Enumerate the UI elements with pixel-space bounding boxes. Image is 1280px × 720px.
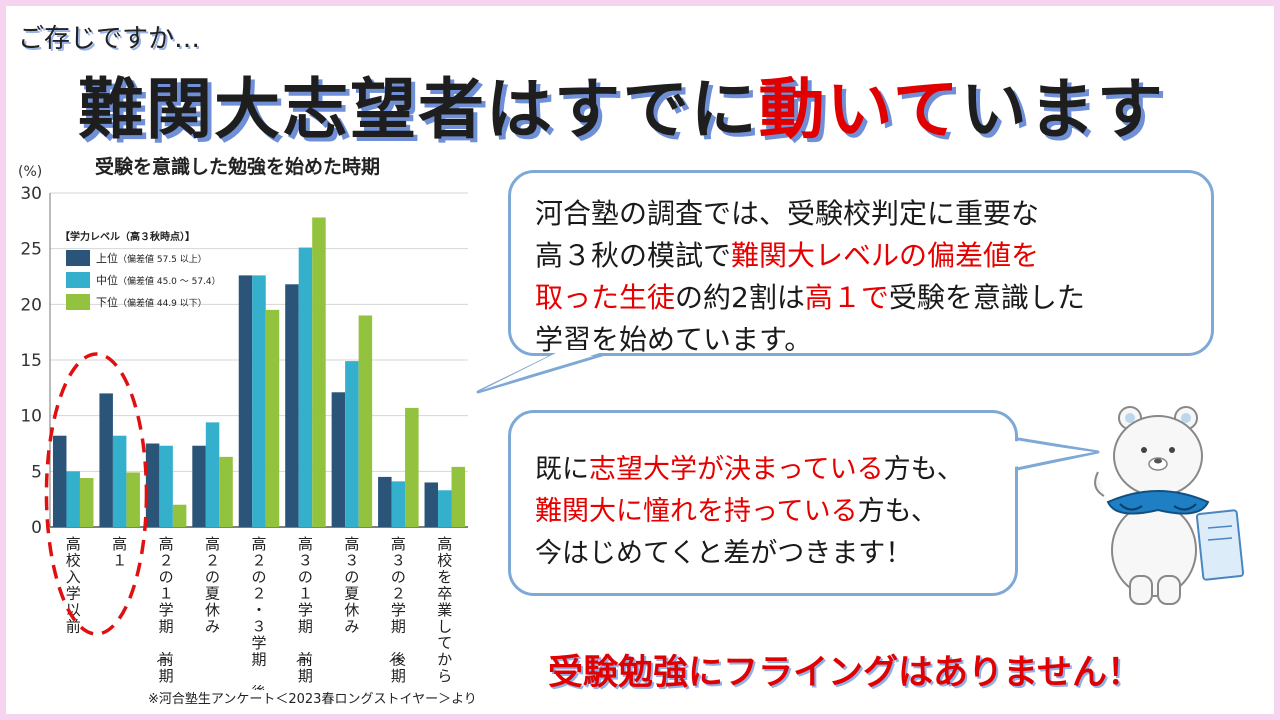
bar-中位-1 bbox=[112, 435, 127, 527]
highlight-ellipse bbox=[44, 352, 149, 636]
bubble-line: 難関大に憧れを持っている方も、 bbox=[535, 491, 991, 533]
highlight-text: 難関大レベルの偏差値を bbox=[731, 239, 1040, 272]
headline-part-3: います bbox=[960, 71, 1165, 148]
bar-中位-0 bbox=[66, 471, 80, 527]
legend-swatch-下位 bbox=[66, 294, 90, 310]
bear-mascot-illustration bbox=[1094, 406, 1245, 605]
bar-下位-5 bbox=[312, 217, 326, 527]
highlight-text: 高１で bbox=[804, 281, 889, 314]
survey-text: 河合塾の調査では、受験校判定に重要な 高３秋の模試で難関大レベルの偏差値を 取った生… bbox=[535, 193, 1187, 361]
legend-swatch-上位 bbox=[66, 250, 90, 266]
category-label: 高２の１学期（前期） bbox=[155, 535, 174, 690]
y-tick-label: 15 bbox=[20, 351, 42, 371]
bar-chart: 0 5 10 15 20 25 30 (%) 高校入学以前 高１ 高２の１学期（前期） 高２の夏休み 高… bbox=[18, 164, 468, 690]
slogan: 受験勉強にフライングはありません！ bbox=[548, 653, 1142, 693]
body-text: 今はじめてくと差がつきます！ bbox=[535, 538, 913, 569]
bar-下位-2 bbox=[172, 504, 187, 527]
body-text: 既に bbox=[535, 454, 589, 485]
bar-下位-4 bbox=[265, 309, 280, 527]
legend-swatch-中位 bbox=[66, 272, 90, 288]
bar-下位-7 bbox=[405, 407, 419, 527]
bar-中位-7 bbox=[391, 481, 406, 527]
bar-下位-1 bbox=[126, 472, 140, 527]
category-label: 高１ bbox=[112, 535, 127, 570]
bubble-line: 今はじめてくと差がつきます！ bbox=[535, 533, 991, 575]
y-tick-label: 20 bbox=[20, 295, 42, 315]
bubble-line: 取った生徒の約2割は高１で受験を意識した bbox=[535, 277, 1187, 319]
y-tick-label: 0 bbox=[31, 518, 42, 538]
bar-中位-2 bbox=[159, 445, 173, 527]
bubble-line: 既に志望大学が決まっている方も、 bbox=[535, 449, 991, 491]
bar-上位-5 bbox=[285, 284, 299, 527]
category-label: 高３の１学期（前期） bbox=[294, 535, 313, 690]
bar-上位-0 bbox=[52, 435, 67, 527]
category-label: 高校入学以前 bbox=[66, 535, 81, 636]
category-label: 高３の夏休み bbox=[344, 535, 359, 636]
bar-上位-4 bbox=[238, 275, 253, 527]
source-note: ※河合塾生アンケート＜2023春ロングストイヤー＞より bbox=[148, 692, 477, 707]
y-tick-label: 5 bbox=[31, 462, 42, 482]
bar-下位-0 bbox=[79, 478, 94, 527]
legend-label: 中位（偏差値 45.0 ～ 57.4） bbox=[96, 273, 221, 287]
highlight-text: 志望大学が決まっている bbox=[589, 454, 884, 485]
legend-label: 下位（偏差値 44.9 以下） bbox=[96, 295, 207, 309]
bar-中位-6 bbox=[345, 361, 359, 527]
category-label: 高３の２学期（後期）以降 bbox=[387, 535, 406, 690]
body-text: の約2割は bbox=[675, 281, 805, 314]
message-text: 既に志望大学が決まっている方も、 難関大に憧れを持っている方も、 今はじめてくと差が… bbox=[535, 449, 991, 575]
legend-title: 【学力レベル（高３秋時点）】 bbox=[60, 230, 195, 243]
bar-下位-6 bbox=[358, 315, 373, 527]
category-label: 高２の夏休み bbox=[205, 535, 220, 636]
bar-下位-3 bbox=[219, 456, 233, 527]
body-text: 方も、 bbox=[883, 454, 964, 485]
y-tick-label: 30 bbox=[20, 184, 42, 204]
headline: 難関大志望者はすでに動いています bbox=[78, 56, 1165, 152]
headline-part-2: 動いて bbox=[758, 71, 961, 148]
body-text: 高３秋の模試で bbox=[535, 239, 732, 272]
bar-上位-6 bbox=[331, 392, 346, 527]
bar-中位-4 bbox=[252, 275, 266, 527]
headline-part-1: 難関大志望者はすでに bbox=[78, 71, 759, 148]
bar-上位-3 bbox=[192, 445, 206, 527]
bar-中位-3 bbox=[205, 422, 220, 527]
highlight-text: 難関大に憧れを持っている bbox=[535, 496, 858, 527]
body-text: 方も、 bbox=[857, 496, 938, 527]
y-tick-label: 10 bbox=[20, 407, 42, 427]
bubble-line: 河合塾の調査では、受験校判定に重要な bbox=[535, 193, 1187, 235]
kicker-text: ご存じですか… bbox=[18, 24, 201, 54]
category-label: 高校を卒業してから bbox=[437, 535, 452, 685]
category-label: 高２の２・３学期（後期） bbox=[247, 535, 266, 690]
bar-下位-8 bbox=[451, 466, 466, 527]
highlight-text: 取った生徒 bbox=[535, 281, 676, 314]
bar-上位-2 bbox=[145, 443, 160, 527]
bar-中位-8 bbox=[438, 490, 452, 527]
bar-上位-8 bbox=[424, 482, 439, 527]
y-axis-label: (%) bbox=[18, 164, 42, 180]
body-text: 受験を意識した bbox=[888, 281, 1085, 314]
bar-上位-7 bbox=[378, 476, 392, 527]
legend-label: 上位（偏差値 57.5 以上） bbox=[96, 251, 207, 265]
body-text: 河合塾の調査では、受験校判定に重要な bbox=[535, 197, 1040, 230]
speech-bubble-message: 既に志望大学が決まっている方も、 難関大に憧れを持っている方も、 今はじめてくと差が… bbox=[508, 410, 1018, 596]
chart-title: 受験を意識した勉強を始めた時期 bbox=[95, 156, 381, 178]
bar-中位-5 bbox=[298, 247, 313, 527]
speech-bubble-survey: 河合塾の調査では、受験校判定に重要な 高３秋の模試で難関大レベルの偏差値を 取った生… bbox=[508, 170, 1214, 356]
y-tick-label: 25 bbox=[20, 240, 42, 260]
bubble-line: 高３秋の模試で難関大レベルの偏差値を bbox=[535, 235, 1187, 277]
bar-上位-1 bbox=[99, 393, 113, 527]
